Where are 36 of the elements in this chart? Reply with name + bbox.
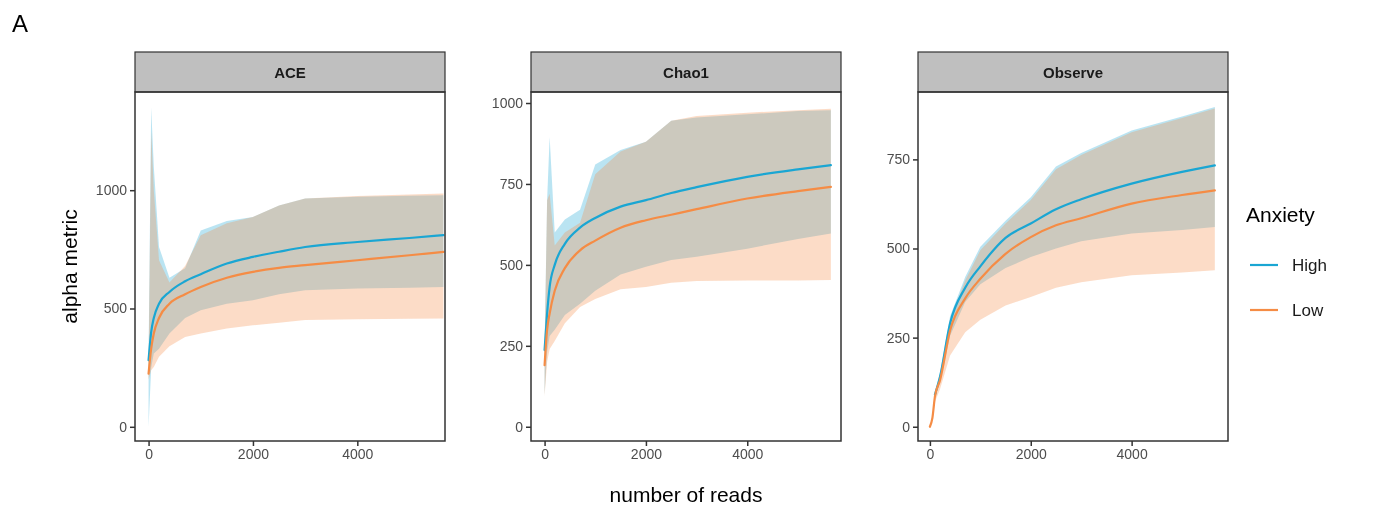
y-axis-title: alpha metric: [58, 209, 81, 324]
y-tick-label: 1000: [95, 182, 128, 199]
y-tick-label: 750: [886, 151, 911, 168]
y-tick-label: 250: [886, 329, 911, 346]
y-tick-label: 0: [902, 418, 911, 435]
x-tick-label: 2000: [1015, 445, 1048, 462]
x-tick-label: 4000: [1116, 445, 1148, 462]
legend-label: Low: [1292, 301, 1324, 320]
y-tick-label: 500: [499, 256, 524, 273]
x-tick-label: 4000: [732, 445, 764, 462]
y-tick-label: 500: [886, 240, 911, 257]
line-series: [543, 185, 832, 367]
line-series: [928, 189, 1216, 428]
chart-title: Observe: [1042, 64, 1104, 81]
x-axis-title: number of reads: [609, 483, 763, 506]
line-series: [147, 234, 445, 362]
chart-title: Chao1: [663, 64, 709, 81]
line-series: [147, 250, 445, 375]
y-tick-label: 0: [119, 418, 128, 435]
x-tick-label: 0: [145, 445, 154, 462]
x-tick-label: 0: [926, 445, 935, 462]
x-tick-label: 2000: [237, 445, 270, 462]
legend-label: High: [1292, 256, 1327, 275]
chart-title: ACE: [274, 64, 306, 81]
y-tick-label: 500: [103, 300, 128, 317]
legend-title: Anxiety: [1246, 203, 1316, 226]
y-tick-label: 750: [499, 175, 524, 192]
text: A: [12, 10, 29, 37]
x-tick-label: 4000: [342, 445, 374, 462]
line-series: [933, 164, 1216, 396]
y-tick-label: 0: [515, 418, 524, 435]
y-tick-label: 250: [499, 337, 524, 354]
x-tick-label: 2000: [630, 445, 663, 462]
line-series: [543, 164, 832, 352]
y-tick-label: 1000: [491, 94, 524, 111]
x-tick-label: 0: [541, 445, 550, 462]
